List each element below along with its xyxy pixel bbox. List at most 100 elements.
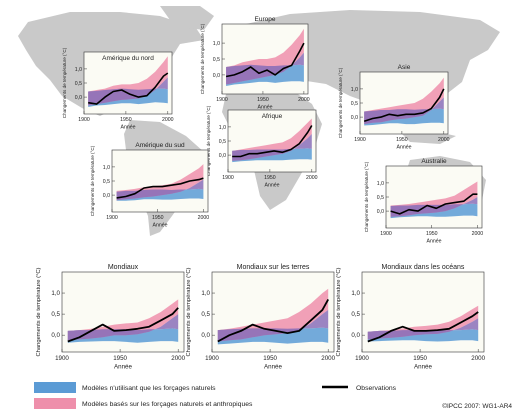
obs-line	[88, 72, 169, 105]
band-overlap	[364, 97, 444, 125]
x-axis-label: Année	[426, 238, 441, 244]
x-tick-label: 1900	[205, 355, 219, 362]
legend-label-obs: Observations	[356, 385, 397, 392]
y-tick-label: 0,5	[351, 311, 360, 318]
obs-line	[67, 307, 179, 343]
panel-title: Mondiaux	[108, 264, 139, 271]
y-axis-label: Changements de température (°C)	[364, 161, 369, 232]
obs-line	[363, 88, 445, 123]
band-overlap	[67, 314, 179, 341]
panel-title: Afrique	[262, 113, 283, 120]
y-tick-label: 1,0	[75, 67, 82, 73]
legend-label-combined: Modèles basés sur les forçages naturels …	[82, 401, 253, 408]
x-tick-label: 1950	[120, 117, 132, 123]
panel-title: Amérique du nord	[102, 55, 154, 62]
panel-title: Australie	[421, 158, 447, 165]
y-axis-label: Changements de température (°C)	[62, 47, 67, 118]
y-tick-label: 0,5	[377, 195, 384, 201]
band-overlap	[226, 52, 304, 85]
x-tick-label: 1900	[222, 175, 234, 181]
x-tick-label: 2000	[162, 117, 174, 123]
x-tick-label: 1950	[396, 137, 408, 143]
y-axis-label: Changements de température (°C)	[336, 267, 342, 356]
panel-0: 0,0 0,5 1,0 1900 1950 2000 Année Changements de…	[62, 47, 174, 130]
credit: ©IPCC 2007: WG1-AR4	[442, 402, 512, 410]
y-tick-label: 0,0	[219, 153, 226, 159]
band-overlap	[88, 77, 168, 106]
panel-2: 0,0 0,5 1,0 1900 1950 2000 Année Changements de…	[338, 64, 450, 150]
x-tick-label: 1900	[380, 231, 392, 237]
obs-line	[225, 42, 305, 78]
x-axis-label: Année	[264, 182, 279, 188]
y-tick-label: 0,0	[103, 193, 110, 199]
x-tick-label: 2000	[438, 137, 450, 143]
x-tick-label: 1950	[113, 355, 127, 362]
y-tick-label: 0,0	[351, 332, 360, 339]
obs-line	[217, 298, 329, 343]
panel-3: 0,0 0,5 1,0 1900 1950 2000 Année Changements de…	[206, 105, 318, 188]
x-tick-label: 2000	[171, 355, 185, 362]
y-tick-label: 0,5	[201, 311, 210, 318]
y-axis-label: Changements de température (°C)	[36, 267, 42, 356]
legend: Modèles n'utilisant que les forçages nat…	[34, 382, 397, 409]
y-tick-label: 0,0	[51, 332, 60, 339]
band-overlap	[367, 318, 479, 340]
band-overlap	[116, 179, 204, 201]
x-tick-label: 1900	[354, 137, 366, 143]
y-tick-label: 1,0	[351, 290, 360, 297]
x-tick-label: 1950	[257, 97, 269, 103]
x-tick-label: 1950	[413, 355, 427, 362]
obs-line	[116, 177, 204, 199]
x-tick-label: 1900	[216, 97, 228, 103]
panel-7: 0,0 0,5 1,0 1900 1950 2000 Année Changements de…	[186, 264, 336, 370]
panel-title: Mondiaux dans les océans	[382, 264, 465, 271]
y-tick-label: 0,5	[51, 311, 60, 318]
landmass-greenland	[160, 6, 214, 30]
obs-line	[232, 125, 313, 158]
y-tick-label: 1,0	[351, 87, 358, 93]
y-tick-label: 1,0	[103, 165, 110, 171]
x-tick-label: 1900	[55, 355, 69, 362]
x-axis-label: Année	[152, 222, 167, 228]
panel-title: Mondiaux sur les terres	[237, 264, 310, 271]
obs-line	[390, 193, 478, 215]
x-axis-label: Année	[257, 104, 272, 110]
y-axis-label: Changements de température (°C)	[206, 105, 211, 176]
x-tick-label: 2000	[306, 175, 318, 181]
x-tick-label: 1950	[263, 355, 277, 362]
y-tick-label: 1,0	[377, 181, 384, 187]
x-tick-label: 1950	[426, 231, 438, 237]
x-axis-label: Année	[120, 124, 135, 130]
y-axis-label: Changements de température (°C)	[200, 23, 205, 94]
x-tick-label: 1900	[78, 117, 90, 123]
y-tick-label: 0,0	[377, 209, 384, 215]
obs-line	[367, 311, 479, 343]
y-tick-label: 1,0	[201, 290, 210, 297]
x-tick-label: 2000	[471, 355, 485, 362]
panel-1: 0,0 0,5 1,0 1900 1950 2000 Année Changements de…	[200, 16, 310, 110]
legend-swatch-natural	[34, 382, 76, 393]
panel-5: 0,0 0,5 1,0 1900 1950 2000 Année Changements de…	[364, 158, 483, 244]
x-axis-label: Année	[414, 363, 432, 370]
y-tick-label: 0,5	[103, 179, 110, 185]
panel-4: 0,0 0,5 1,0 1900 1950 2000 Année Changements de…	[90, 142, 209, 228]
x-tick-label: 2000	[321, 355, 335, 362]
legend-swatch-combined	[34, 398, 76, 409]
y-tick-label: 1,0	[51, 290, 60, 297]
y-tick-label: 0,5	[219, 139, 226, 145]
y-tick-label: 0,0	[201, 332, 210, 339]
panel-title: Europe	[255, 16, 276, 23]
y-tick-label: 0,5	[351, 101, 358, 107]
band-overlap	[217, 309, 329, 342]
y-axis-label: Changements de température (°C)	[186, 267, 192, 356]
y-tick-label: 1,0	[213, 41, 220, 47]
y-tick-label: 1,0	[219, 125, 226, 131]
x-axis-label: Année	[264, 363, 282, 370]
y-axis-label: Changements de température (°C)	[338, 67, 343, 138]
y-tick-label: 0,0	[75, 95, 82, 101]
x-tick-label: 1950	[152, 215, 164, 221]
x-axis-label: Année	[396, 144, 411, 150]
x-tick-label: 2000	[472, 231, 484, 237]
panel-title: Amérique du sud	[135, 142, 185, 149]
